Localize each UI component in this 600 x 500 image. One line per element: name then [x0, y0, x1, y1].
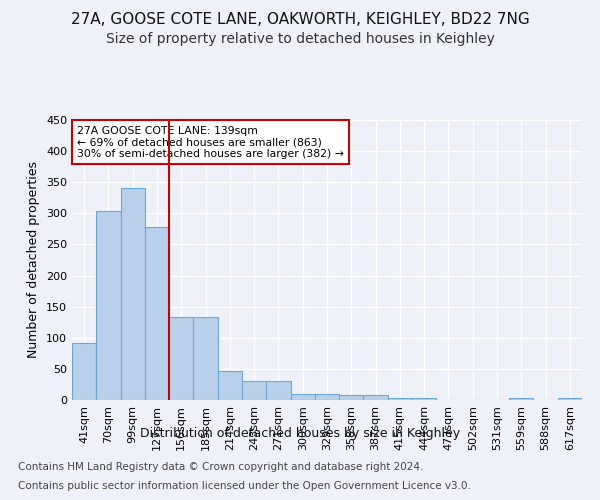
Bar	[121, 188, 145, 400]
Bar	[364, 395, 388, 400]
Text: Contains HM Land Registry data © Crown copyright and database right 2024.: Contains HM Land Registry data © Crown c…	[18, 462, 424, 472]
Bar	[266, 380, 290, 400]
Bar	[218, 371, 242, 400]
Bar	[72, 344, 96, 400]
Bar	[242, 380, 266, 400]
Bar	[388, 398, 412, 400]
Text: Contains public sector information licensed under the Open Government Licence v3: Contains public sector information licen…	[18, 481, 471, 491]
Text: 27A, GOOSE COTE LANE, OAKWORTH, KEIGHLEY, BD22 7NG: 27A, GOOSE COTE LANE, OAKWORTH, KEIGHLEY…	[71, 12, 529, 28]
Bar	[412, 398, 436, 400]
Bar	[290, 394, 315, 400]
Text: Distribution of detached houses by size in Keighley: Distribution of detached houses by size …	[140, 428, 460, 440]
Bar	[509, 398, 533, 400]
Bar	[193, 316, 218, 400]
Text: 27A GOOSE COTE LANE: 139sqm
← 69% of detached houses are smaller (863)
30% of se: 27A GOOSE COTE LANE: 139sqm ← 69% of det…	[77, 126, 344, 159]
Bar	[558, 398, 582, 400]
Bar	[96, 212, 121, 400]
Bar	[145, 227, 169, 400]
Y-axis label: Number of detached properties: Number of detached properties	[28, 162, 40, 358]
Bar	[339, 395, 364, 400]
Bar	[169, 316, 193, 400]
Bar	[315, 394, 339, 400]
Text: Size of property relative to detached houses in Keighley: Size of property relative to detached ho…	[106, 32, 494, 46]
